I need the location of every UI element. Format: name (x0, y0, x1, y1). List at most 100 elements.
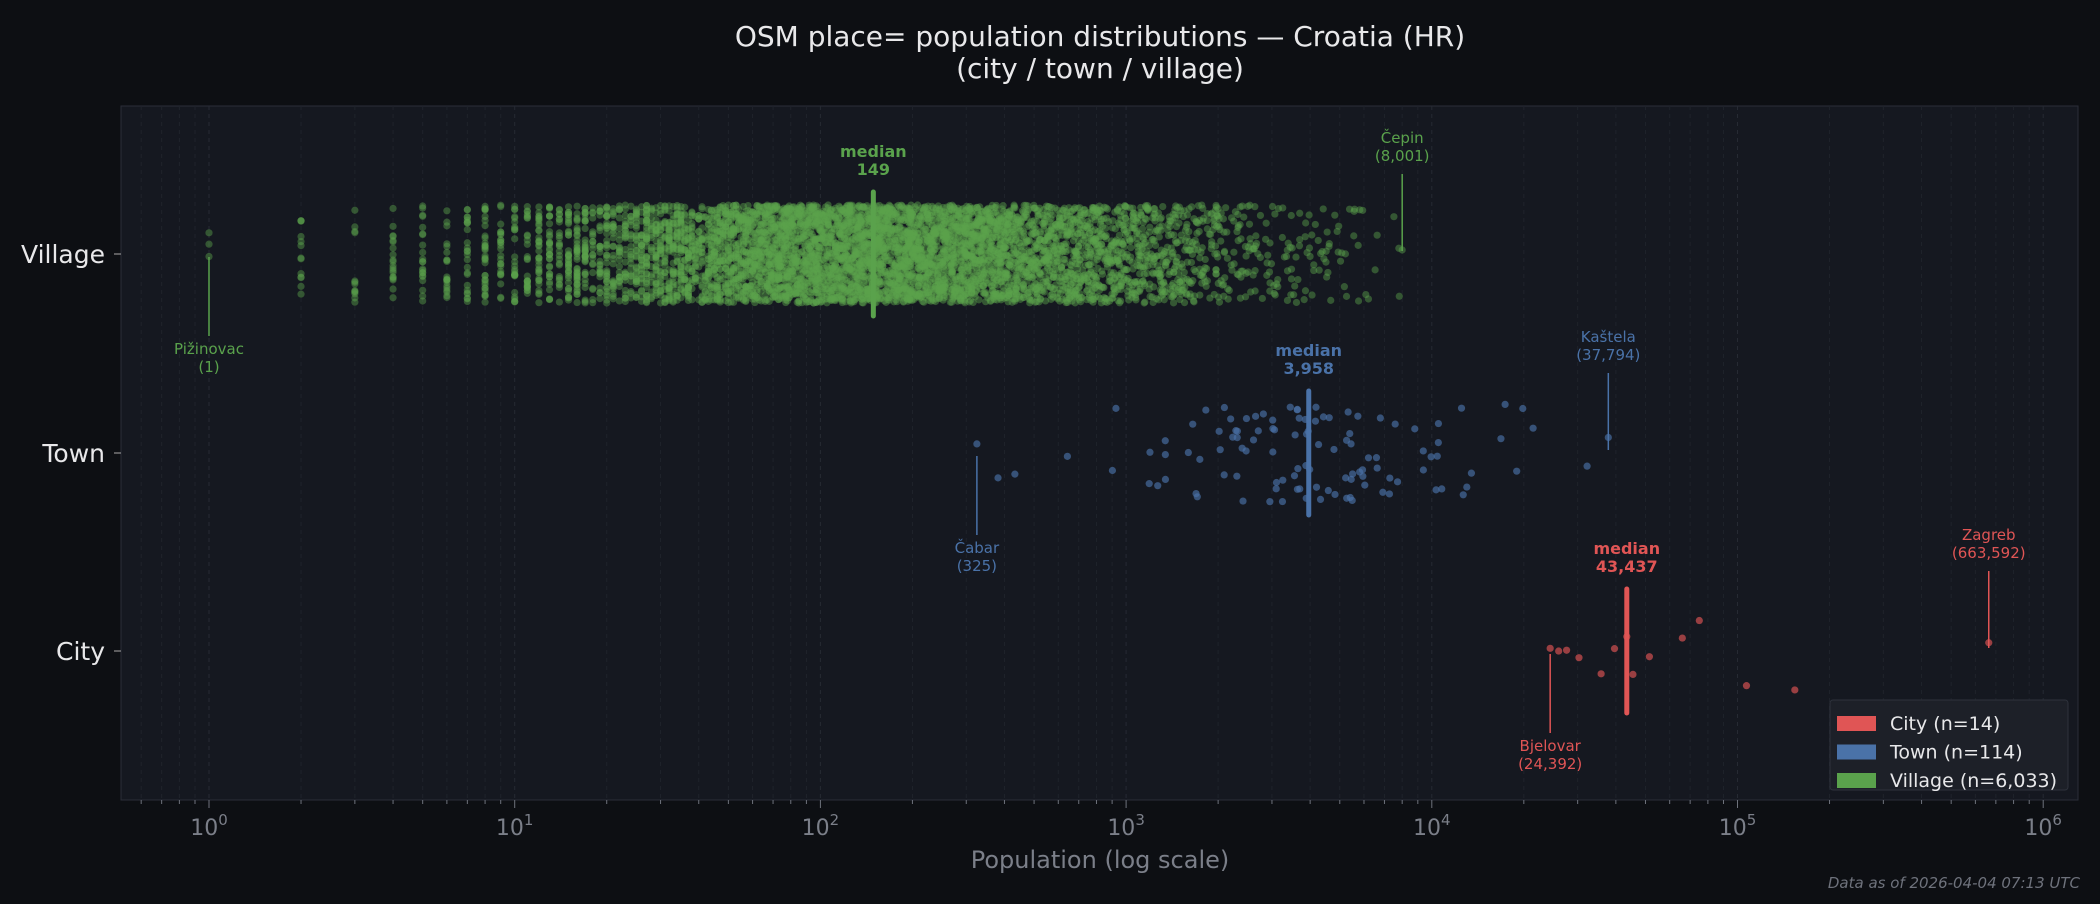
data-point (565, 209, 572, 216)
data-point (948, 261, 955, 268)
data-point (742, 233, 749, 240)
data-point (1095, 249, 1102, 256)
data-point (389, 244, 396, 251)
data-point (443, 207, 450, 214)
data-point (535, 254, 542, 261)
data-point (573, 284, 580, 291)
data-point (1151, 217, 1158, 224)
data-point (596, 284, 603, 291)
data-point (603, 296, 610, 303)
data-point (464, 298, 471, 305)
data-point (1266, 239, 1273, 246)
data-point (1306, 244, 1313, 251)
data-point (1396, 293, 1403, 300)
data-point (610, 242, 617, 249)
data-point (419, 269, 426, 276)
data-point (1093, 276, 1100, 283)
data-point (464, 271, 471, 278)
data-point (497, 202, 504, 209)
data-point (1146, 229, 1153, 236)
data-point (610, 295, 617, 302)
data-point (297, 217, 304, 224)
data-point (1228, 214, 1235, 221)
data-point (419, 241, 426, 248)
data-point (603, 259, 610, 266)
data-point (565, 261, 572, 268)
data-point (1135, 262, 1142, 269)
data-point (419, 249, 426, 256)
data-point (419, 292, 426, 299)
data-point (603, 267, 610, 274)
data-point (1078, 211, 1085, 218)
data-point (1306, 211, 1313, 218)
data-point (535, 277, 542, 284)
data-point (556, 216, 563, 223)
data-point (556, 206, 563, 213)
data-point (1308, 231, 1315, 238)
data-point (1390, 213, 1397, 220)
data-point (1296, 242, 1303, 249)
data-point (1147, 254, 1154, 261)
data-point (582, 236, 589, 243)
data-point (1190, 297, 1197, 304)
data-point (1194, 220, 1201, 227)
data-point (481, 292, 488, 299)
data-point (443, 222, 450, 229)
data-point (546, 220, 553, 227)
data-point (1350, 232, 1357, 239)
data-point (1216, 299, 1223, 306)
data-point (661, 283, 668, 290)
data-point (638, 288, 645, 295)
data-point (1259, 295, 1266, 302)
data-point (389, 275, 396, 282)
data-point (622, 222, 629, 229)
data-point (702, 288, 709, 295)
data-point (1207, 231, 1214, 238)
data-point (1213, 203, 1220, 210)
data-point (1069, 215, 1076, 222)
data-point (389, 233, 396, 240)
data-point (389, 265, 396, 272)
data-point (949, 245, 956, 252)
data-point (768, 238, 775, 245)
data-point (582, 296, 589, 303)
data-point (565, 268, 572, 275)
data-point (582, 225, 589, 232)
data-point (419, 204, 426, 211)
data-point (497, 280, 504, 287)
data-point (297, 283, 304, 290)
data-point (511, 253, 518, 260)
data-point (573, 217, 580, 224)
data-point (1000, 202, 1007, 209)
data-point (1054, 295, 1061, 302)
data-point (997, 231, 1004, 238)
data-point (511, 295, 518, 302)
data-point (1395, 245, 1402, 252)
data-point (596, 224, 603, 231)
data-point (1137, 286, 1144, 293)
data-point (565, 219, 572, 226)
data-point (464, 226, 471, 233)
data-point (877, 278, 884, 285)
data-point (497, 245, 504, 252)
data-point (983, 277, 990, 284)
data-point (1041, 288, 1048, 295)
data-point (511, 215, 518, 222)
data-point (1324, 228, 1331, 235)
data-point (419, 224, 426, 231)
data-point (1334, 228, 1341, 235)
data-point (702, 213, 709, 220)
data-point (1091, 213, 1098, 220)
data-point (657, 292, 664, 299)
data-point (909, 220, 916, 227)
data-point (573, 299, 580, 306)
data-point (1211, 291, 1218, 298)
data-point (744, 257, 751, 264)
data-point (589, 260, 596, 267)
data-point (351, 207, 358, 214)
data-point (297, 273, 304, 280)
data-point (1033, 298, 1040, 305)
data-point (535, 290, 542, 297)
data-point (1343, 293, 1350, 300)
